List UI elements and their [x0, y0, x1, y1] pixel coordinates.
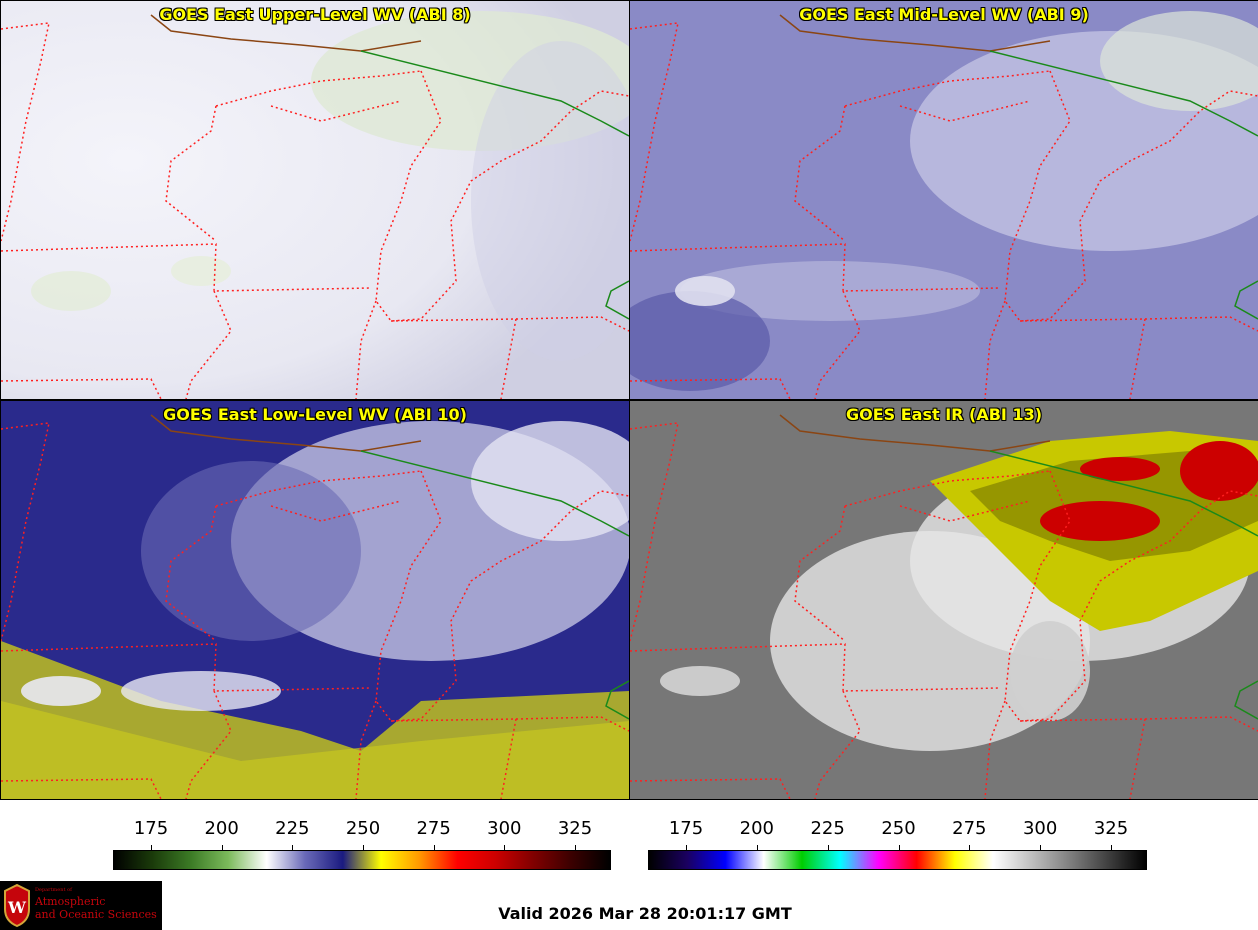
colorbar-gradient: [648, 850, 1147, 870]
colorbar-tick-label: 325: [557, 818, 593, 839]
panel-mid-level-wv: GOES East Mid-Level WV (ABI 9): [629, 0, 1258, 400]
valid-time: Valid 2026 Mar 28 20:01:17 GMT: [498, 904, 792, 923]
colorbar-tick: [756, 845, 758, 850]
colorbar-tick: [686, 845, 687, 850]
colorbar-tick-label: 325: [1093, 818, 1129, 839]
colorbar-tick: [575, 845, 576, 850]
colorbar-tick: [898, 845, 900, 850]
colorbar-tick-label: 200: [739, 818, 775, 839]
panel-title: GOES East Mid-Level WV (ABI 9): [799, 5, 1089, 24]
colorbar-tick-label: 300: [487, 818, 522, 839]
colorbar-tick-label: 250: [345, 818, 381, 839]
colorbar-gradient: [113, 850, 611, 870]
colorbar-tick-label: 225: [810, 818, 845, 839]
colorbar-tick-label: 175: [668, 818, 704, 839]
panel-title: GOES East IR (ABI 13): [845, 405, 1043, 424]
colorbar-tick: [1040, 845, 1042, 850]
logo-department: Department of: [35, 887, 72, 893]
panel-title: GOES East Low-Level WV (ABI 10): [163, 405, 467, 424]
upper-level-wv-image: [1, 1, 629, 399]
infrared-colorbar: 175 200 225 250 275 300 325: [648, 815, 1147, 872]
colorbar-tick: [1111, 845, 1112, 850]
map-borders: [1, 414, 629, 799]
colorbar-tick: [504, 845, 506, 850]
logo-line-2: and Oceanic Sciences: [35, 908, 157, 921]
colorbar-tick-label: 175: [133, 818, 169, 839]
map-borders: [630, 414, 1258, 799]
colorbar-tick-label: 275: [416, 818, 451, 839]
colorbar-tick: [292, 845, 294, 850]
water-vapor-colorbar: 175 200 225 250 275 300 325: [113, 815, 611, 872]
colorbar-tick-label: 250: [881, 818, 916, 839]
ir-image: [630, 401, 1258, 799]
colorbar-tick: [151, 845, 152, 850]
panel-low-level-wv: GOES East Low-Level WV (ABI 10): [0, 400, 630, 800]
map-borders: [1, 14, 629, 399]
colorbar-tick-label: 200: [204, 818, 239, 839]
panel-upper-level-wv: GOES East Upper-Level WV (ABI 8): [0, 0, 630, 400]
colorbar-tick: [433, 845, 435, 850]
map-borders: [630, 14, 1258, 399]
colorbar-tick: [827, 845, 829, 850]
svg-text:W: W: [7, 898, 27, 917]
colorbar-tick-label: 225: [275, 818, 310, 839]
colorbar-tick: [969, 845, 971, 850]
colorbar-tick: [221, 845, 223, 850]
mid-level-wv-image: [630, 1, 1258, 399]
low-level-wv-image: [1, 401, 629, 799]
colorbar-tick: [363, 845, 364, 850]
colorbar-tick-label: 300: [1022, 818, 1058, 839]
panel-ir: GOES East IR (ABI 13): [629, 400, 1258, 800]
panel-title: GOES East Upper-Level WV (ABI 8): [159, 5, 471, 24]
logo-line-1: Atmospheric: [35, 895, 106, 908]
colorbar-tick-label: 275: [952, 818, 987, 839]
uw-crest-icon: W: [4, 883, 30, 928]
aos-logo: W Department of Atmospheric and Oceanic …: [0, 881, 162, 930]
